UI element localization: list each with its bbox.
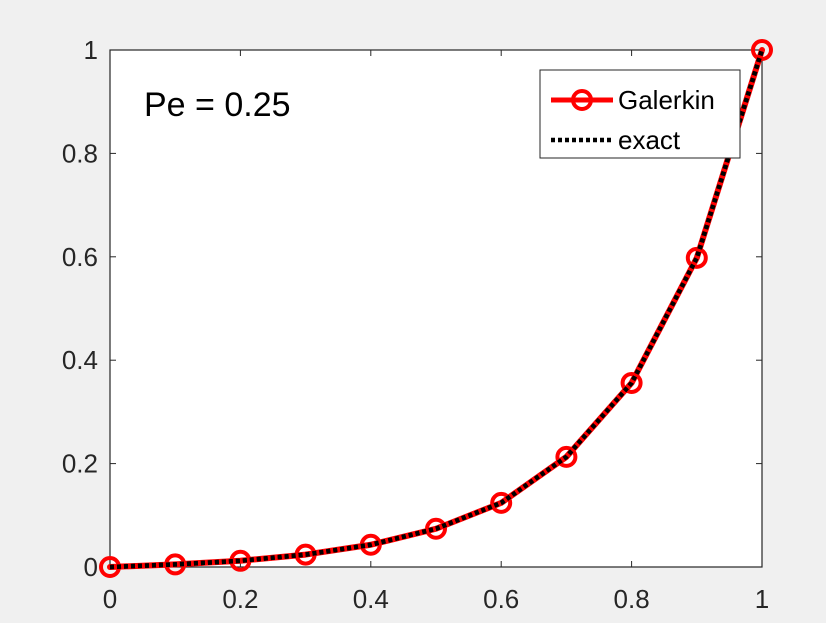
legend-label-galerkin: Galerkin: [618, 85, 715, 115]
legend: Galerkin exact: [539, 69, 741, 159]
x-axis-ticks: 0 0.2 0.4 0.6 0.8 1: [103, 50, 769, 614]
series-layer: [99, 39, 773, 578]
y-tick-label: 0.4: [62, 345, 98, 375]
data-point-galerkin: [425, 517, 447, 540]
y-tick-label: 0.6: [62, 242, 98, 272]
x-tick-label: 1: [755, 584, 769, 614]
legend-label-exact: exact: [618, 125, 681, 155]
data-point-galerkin: [555, 445, 578, 468]
data-point-galerkin: [685, 246, 708, 269]
legend-box: [539, 69, 741, 159]
legend-items: Galerkin exact: [551, 85, 715, 155]
data-point-galerkin: [620, 371, 643, 394]
x-tick-label: 0: [103, 584, 117, 614]
data-point-galerkin: [751, 39, 773, 61]
annotation-text: Pe = 0.25: [144, 86, 291, 124]
x-tick-label: 0.8: [614, 584, 650, 614]
y-tick-label: 0.2: [62, 449, 98, 479]
y-tick-label: 1: [84, 35, 98, 65]
x-tick-label: 0.2: [222, 584, 258, 614]
axes-box: [109, 49, 763, 568]
y-tick-label: 0: [84, 552, 98, 582]
y-axis-ticks: 0 0.2 0.4 0.6 0.8 1: [62, 35, 762, 582]
series-line-overlay-exact: [109, 49, 765, 570]
y-tick-label: 0.8: [62, 138, 98, 168]
data-point-galerkin: [490, 491, 513, 514]
x-tick-label: 0.4: [353, 584, 389, 614]
x-tick-label: 0.6: [483, 584, 519, 614]
legend-marker-galerkin: [571, 89, 593, 111]
